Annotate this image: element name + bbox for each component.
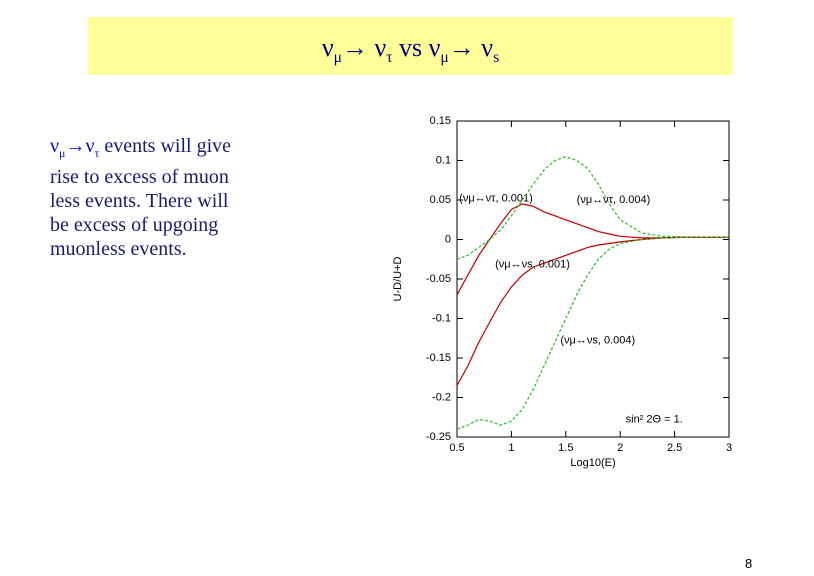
text-segment: ν [50,135,60,157]
series-line [456,203,729,296]
plot-frame [456,120,730,438]
series-line [456,155,729,260]
y-tick-label: -0.05 [426,273,451,285]
x-tick-label: 3 [726,442,732,454]
y-tick-label: 0.05 [430,194,451,206]
text-segment: μ [59,146,66,160]
text-segment: ν [321,33,334,62]
text-segment: τ [386,49,393,67]
y-tick-label: -0.2 [432,391,451,403]
y-axis-label: U-D/U+D [392,256,404,301]
page-number: 8 [745,556,753,571]
text-segment: →ν [65,135,95,157]
text-segment: τ [94,146,100,160]
text-segment: → ν [448,33,494,62]
body-text: νμ→ντ events will give rise to excess of … [50,134,231,261]
y-tick-label: 0.1 [436,154,451,166]
x-axis-label: Log10(E) [570,457,615,469]
text-segment: → ν [342,33,387,62]
x-tick-label: 0.5 [449,442,464,454]
x-tick-label: 1 [508,442,514,454]
x-tick-label: 2.5 [667,442,682,454]
text-segment: μ [333,49,342,67]
x-tick-label: 1.5 [558,442,573,454]
body-line: muonless events. [50,238,187,260]
y-tick-label: 0 [445,233,451,245]
body-line: be excess of upgoing [50,214,219,236]
y-tick-label: 0.15 [430,115,451,127]
series-label: (νμ↔νs, 0.001) [495,259,570,271]
lead: νμ→ντ [50,135,100,160]
body-line: less events. There will [50,190,229,212]
series-label: (νμ↔ντ, 0.004) [577,194,651,206]
y-tick-label: -0.15 [426,352,451,364]
body-line: events will give [99,135,231,157]
body-line: rise to excess of muon [50,166,229,188]
series-label: (νμ↔ντ, 0.001) [459,192,533,204]
text-segment: μ [440,49,449,67]
slide-title: νμ→ ντ vs νμ→ νs [88,17,733,75]
x-tick-label: 2 [617,442,623,454]
y-tick-label: -0.25 [426,431,451,443]
y-tick-label: -0.1 [432,312,451,324]
annotation: sin² 2Θ = 1. [626,414,683,426]
series-line [456,236,729,430]
text-segment: vs ν [392,33,441,62]
series-label: (νμ↔νs, 0.004) [560,335,635,347]
text-segment: s [493,49,500,67]
